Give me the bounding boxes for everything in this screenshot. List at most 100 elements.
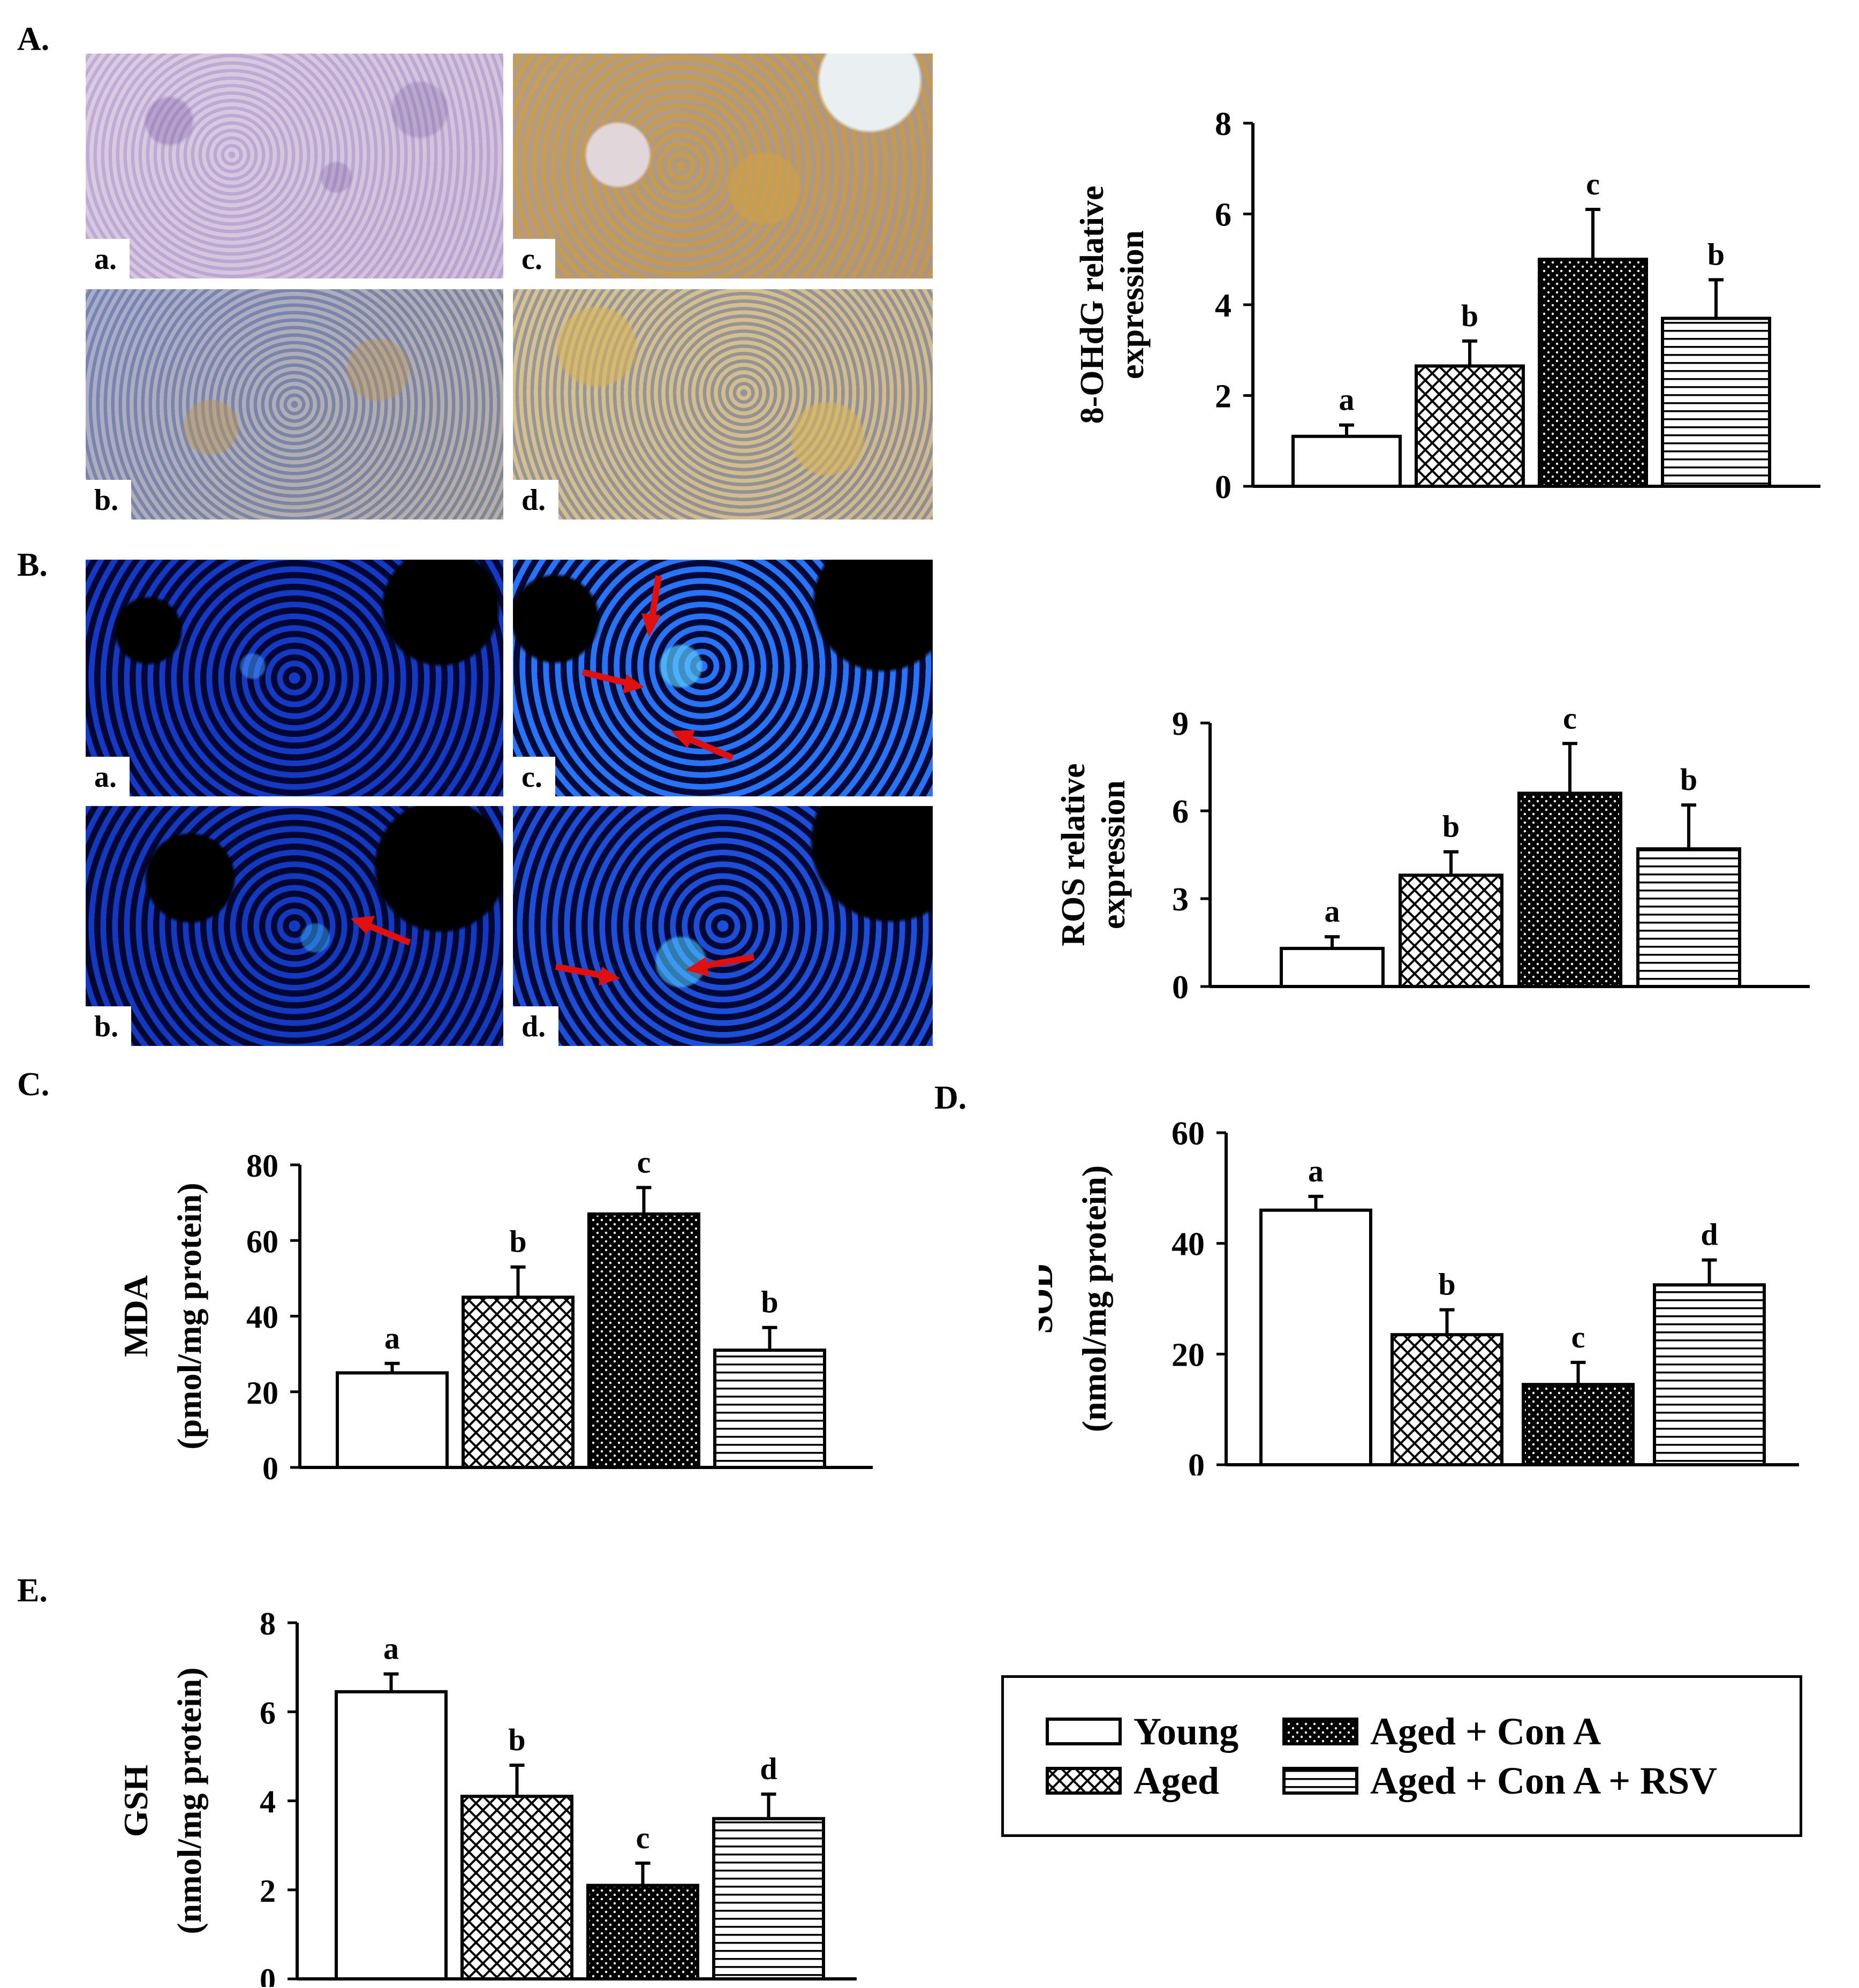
bar-open — [1291, 434, 1402, 488]
bar-dotted — [1538, 258, 1648, 488]
y-tick-label: 4 — [260, 1784, 276, 1820]
y-tick-label: 60 — [1172, 1116, 1205, 1152]
y-axis-title: (nmol/mg protein) — [1075, 1165, 1113, 1432]
y-axis-title: 8-OHdG relative — [1074, 186, 1110, 424]
bar-open — [336, 1371, 449, 1469]
bar-horizontal-lines — [712, 1817, 825, 1981]
ihc-sublabel-d: d. — [513, 480, 559, 519]
y-tick-label: 0 — [1215, 469, 1231, 506]
bar-horizontal-lines — [1653, 1283, 1766, 1466]
ihc-sublabel-b: b. — [86, 480, 132, 519]
legend-item-young: Young — [1046, 1710, 1238, 1753]
ihc-sublabel-c: c. — [513, 239, 555, 278]
significance-letter: a — [384, 1321, 400, 1356]
significance-letter: d — [1701, 1217, 1718, 1252]
y-axis-title: MDA — [117, 1275, 155, 1357]
panel-c-label: C. — [17, 1066, 50, 1103]
y-tick-label: 0 — [262, 1451, 278, 1484]
significance-letter: b — [1438, 1267, 1455, 1302]
y-axis-title: expression — [1095, 780, 1132, 929]
significance-letter: d — [760, 1751, 777, 1786]
y-tick-label: 9 — [1172, 706, 1189, 742]
bar-crosshatch — [462, 1296, 575, 1469]
y-axis-title: (pmol/mg protein) — [170, 1183, 208, 1449]
bar-open — [1259, 1208, 1372, 1467]
chart-ros: 0 3 6 9 ROS relative expression a b c b — [1055, 701, 1810, 1006]
y-tick-label: 6 — [260, 1695, 276, 1730]
panel-d-label: D. — [934, 1080, 967, 1116]
y-tick-label: 4 — [1215, 288, 1231, 324]
y-tick-label: 3 — [1172, 882, 1189, 918]
fluor-sublabel-d: d. — [513, 1006, 559, 1046]
bar-chart-body: 0 2 4 6 8 8-OHdG relative expression a b c b — [1074, 106, 1820, 506]
legend-item-aged-con-a-rsv: Aged + Con A + RSV — [1282, 1759, 1718, 1802]
chart-mda: 0 20 40 60 80 MDA (pmol/mg protein) a b c b — [117, 1144, 873, 1484]
ihc-sublabel-a: a. — [86, 239, 130, 278]
significance-letter: c — [637, 1144, 651, 1179]
ihc-image-d: d. — [513, 289, 933, 519]
bar-crosshatch — [460, 1795, 573, 1981]
bar-dotted — [1522, 1383, 1635, 1467]
significance-letter: b — [1461, 298, 1478, 333]
bar-dotted — [586, 1884, 699, 1981]
legend-swatch-rect — [1046, 1767, 1122, 1795]
y-axis-title: (nmol/mg protein) — [170, 1667, 208, 1934]
arrow-overlay-d — [555, 954, 755, 985]
legend-swatch-rect — [1282, 1718, 1358, 1745]
significance-letter: a — [1339, 382, 1355, 417]
legend-swatch-rect — [1046, 1718, 1122, 1745]
y-tick-label: 0 — [1188, 1448, 1205, 1475]
ihc-image-a: a. — [86, 54, 503, 278]
bar-crosshatch — [1415, 364, 1525, 488]
y-tick-label: 6 — [1172, 794, 1189, 830]
legend-swatch-dotted — [1282, 1718, 1358, 1745]
fluorescence-image-d: d. — [513, 806, 933, 1046]
y-tick-label: 0 — [1172, 969, 1189, 1006]
legend-swatch-crosshatch — [1046, 1767, 1122, 1795]
fluor-sublabel-b: b. — [86, 1006, 132, 1046]
bar-horizontal-lines — [713, 1349, 826, 1469]
red-arrow-icon — [555, 963, 620, 985]
legend-label-aged-con-a: Aged + Con A — [1370, 1710, 1601, 1753]
legend-swatch-rect — [1282, 1767, 1358, 1795]
bar-dotted — [1517, 792, 1622, 988]
y-tick-label: 20 — [246, 1375, 278, 1411]
y-tick-label: 2 — [1215, 379, 1231, 415]
bar-crosshatch — [1391, 1333, 1503, 1466]
significance-letter: b — [1680, 762, 1697, 797]
bar-chart-body: 0 20 40 60 80 MDA (pmol/mg protein) a b c b — [117, 1144, 873, 1484]
fluorescence-image-c: c. — [513, 560, 933, 796]
y-tick-label: 8 — [260, 1606, 276, 1641]
fluor-sublabel-c: c. — [513, 757, 555, 796]
y-axis-title: GSH — [117, 1765, 155, 1837]
fluorescence-image-a: a. — [86, 560, 503, 796]
significance-letter: b — [1707, 237, 1725, 272]
red-arrow-icon — [351, 916, 411, 946]
y-axis-title: ROS relative — [1055, 763, 1092, 946]
significance-letter: c — [1586, 167, 1600, 201]
significance-letter: b — [761, 1285, 778, 1320]
chart-gsh: 0 2 4 6 8 GSH (nmol/mg protein) a b c d — [117, 1606, 857, 1987]
chart-8ohdg: 0 2 4 6 8 8-OHdG relative expression a b c b — [1074, 106, 1820, 506]
y-tick-label: 20 — [1172, 1337, 1205, 1373]
arrow-overlay-b — [351, 916, 411, 946]
significance-letter: b — [1442, 809, 1460, 844]
ihc-image-c: c. — [513, 54, 933, 278]
significance-letter: b — [509, 1224, 526, 1259]
bar-horizontal-lines — [1661, 317, 1771, 488]
bar-dotted — [587, 1212, 700, 1469]
legend-swatch-horizontal-lines — [1282, 1767, 1358, 1795]
y-tick-label: 60 — [246, 1224, 278, 1259]
y-tick-label: 0 — [260, 1962, 276, 1987]
red-arrow-icon — [671, 730, 734, 761]
legend-label-aged-con-a-rsv: Aged + Con A + RSV — [1370, 1759, 1718, 1802]
significance-letter: a — [1308, 1154, 1324, 1188]
chart-sod: 0 20 40 60 SOD (nmol/mg protein) a b c d — [1039, 1116, 1799, 1475]
bar-chart-body: 0 2 4 6 8 GSH (nmol/mg protein) a b c d — [117, 1606, 857, 1987]
legend-item-aged-con-a: Aged + Con A — [1282, 1710, 1601, 1753]
y-tick-label: 2 — [260, 1873, 276, 1909]
fluor-sublabel-a: a. — [86, 757, 130, 796]
significance-letter: a — [383, 1631, 399, 1666]
y-tick-label: 40 — [1172, 1226, 1205, 1263]
